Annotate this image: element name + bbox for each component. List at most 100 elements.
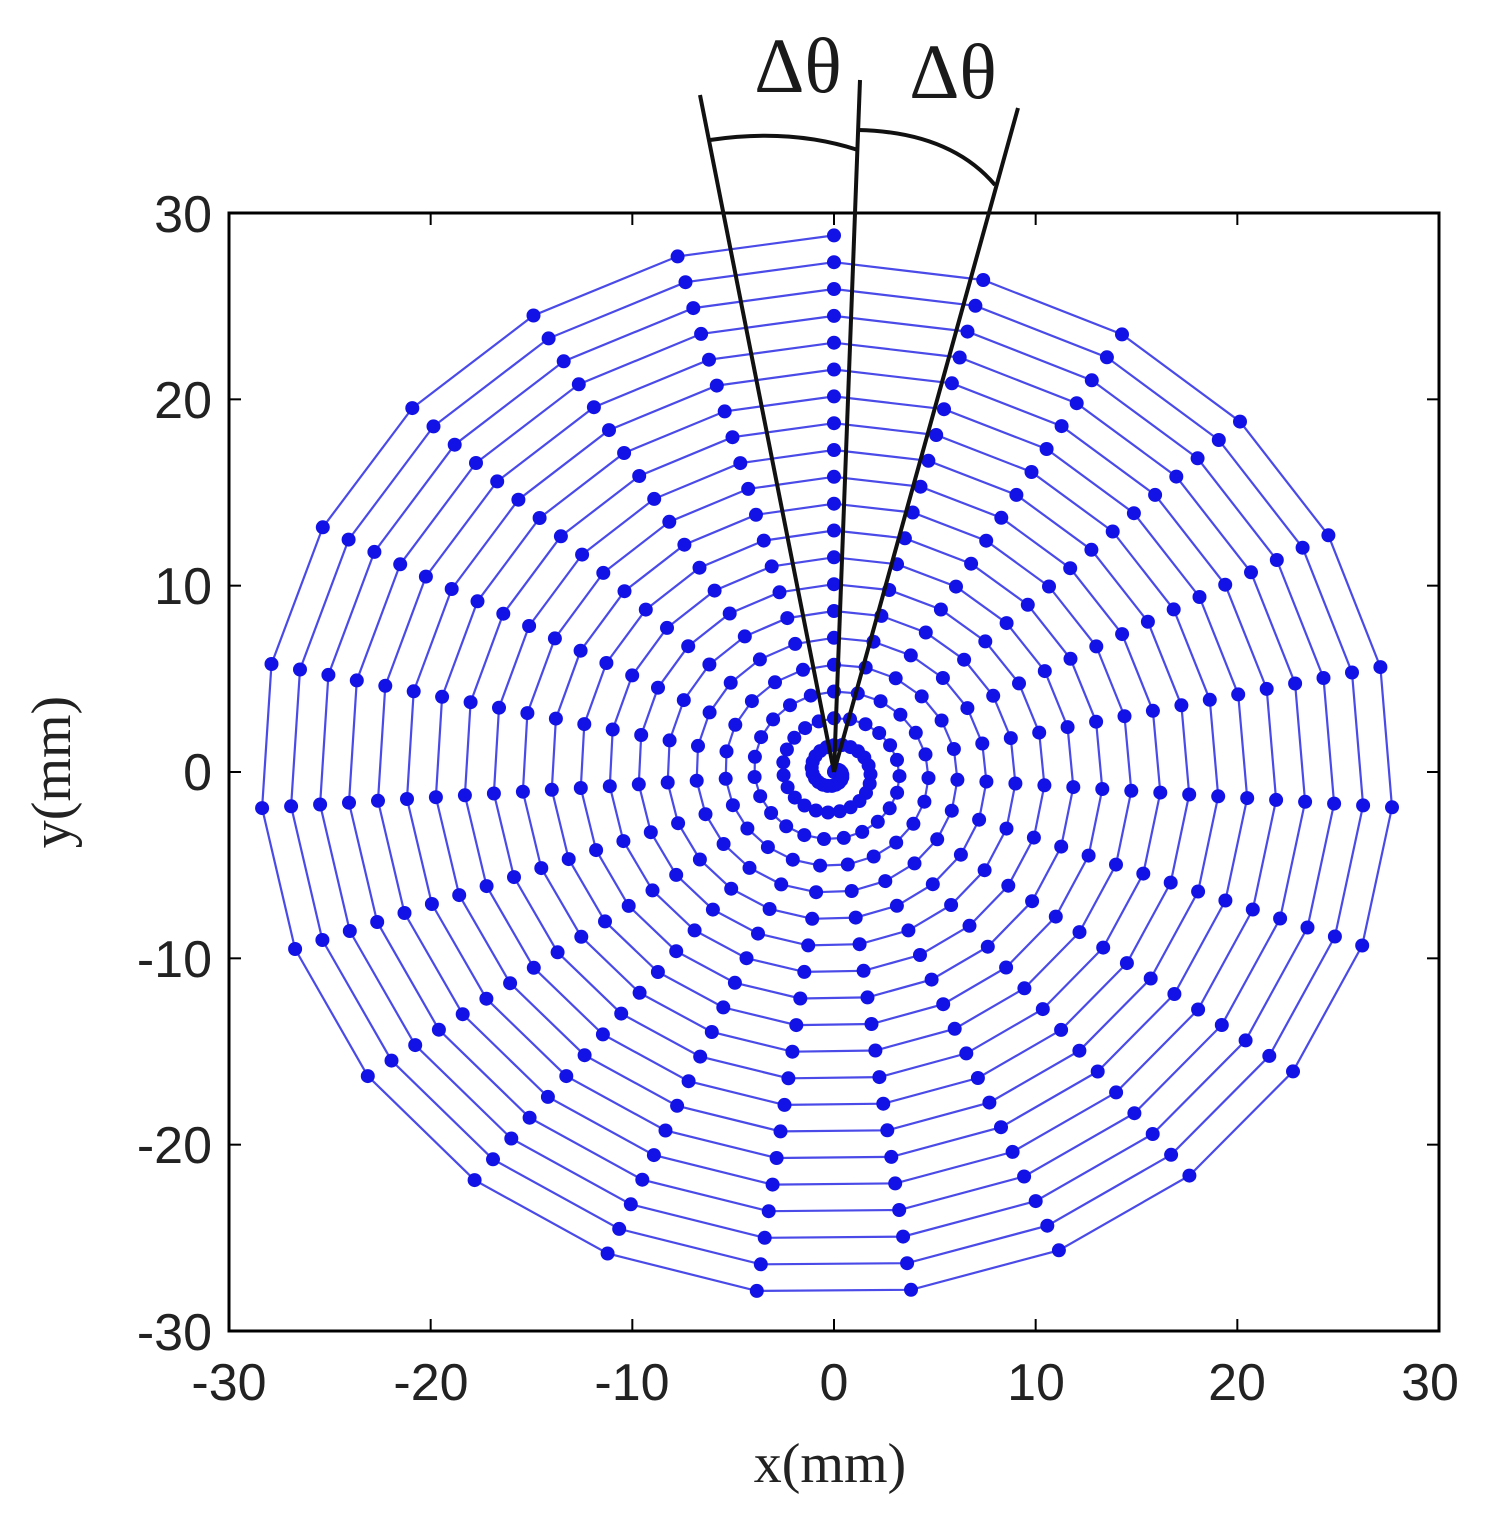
sample-point xyxy=(747,749,762,764)
sample-point xyxy=(1084,373,1099,388)
sample-point xyxy=(1072,925,1087,940)
sample-point xyxy=(994,510,1009,525)
sample-point xyxy=(1060,720,1075,735)
sample-point xyxy=(1089,639,1104,654)
sample-point xyxy=(670,1098,685,1113)
points-layer xyxy=(255,228,1399,1298)
sample-point xyxy=(999,960,1014,975)
y-tick-label: 0 xyxy=(183,744,212,802)
sample-point xyxy=(757,1230,772,1245)
left-arc xyxy=(709,133,859,152)
sample-point xyxy=(553,529,568,544)
sample-point xyxy=(773,1124,788,1139)
sample-point xyxy=(467,1173,482,1188)
sample-point xyxy=(1190,451,1205,466)
sample-point xyxy=(751,926,765,941)
sample-point xyxy=(400,792,414,806)
sample-point xyxy=(946,742,961,756)
sample-point xyxy=(1119,956,1134,971)
sample-point xyxy=(616,834,631,849)
sample-point xyxy=(872,726,887,740)
sample-point xyxy=(645,883,660,898)
right-arc xyxy=(857,128,997,187)
sample-point xyxy=(827,577,841,592)
sample-point xyxy=(1063,561,1078,576)
sample-point xyxy=(647,491,662,506)
sample-point xyxy=(1174,698,1189,713)
sample-point xyxy=(780,780,795,795)
sample-point xyxy=(1040,1218,1055,1233)
sample-point xyxy=(367,544,382,559)
sample-point xyxy=(686,301,701,316)
sample-point xyxy=(431,1022,446,1037)
y-tick-label: 30 xyxy=(154,186,212,244)
sample-point xyxy=(889,835,904,850)
sample-point xyxy=(960,324,975,339)
sample-point xyxy=(669,944,684,959)
sample-point xyxy=(852,937,867,952)
sample-point xyxy=(870,814,885,829)
sample-point xyxy=(573,781,588,795)
sample-point xyxy=(424,897,439,911)
sample-point xyxy=(728,717,743,732)
sample-point xyxy=(749,1283,764,1298)
annotation-layer xyxy=(698,79,1020,773)
sample-point xyxy=(917,794,932,809)
sample-point xyxy=(947,1021,962,1036)
sample-point xyxy=(890,785,905,800)
sample-point xyxy=(934,713,949,728)
sample-point xyxy=(756,533,771,548)
sample-point xyxy=(893,707,908,722)
sample-point xyxy=(827,604,841,618)
sample-point xyxy=(872,1070,887,1085)
sample-point xyxy=(935,671,950,685)
sample-point xyxy=(925,877,940,892)
sample-point xyxy=(632,985,647,1000)
sample-point xyxy=(623,1197,638,1212)
sample-point xyxy=(621,898,636,913)
sample-point xyxy=(737,629,752,644)
x-tick-labels: -30 -20 -10 0 10 20 30 xyxy=(191,1354,1459,1412)
sample-point xyxy=(595,1027,610,1042)
sample-point xyxy=(827,228,841,243)
sample-point xyxy=(827,362,841,377)
sample-point xyxy=(719,744,734,759)
sample-point xyxy=(1136,866,1151,881)
sample-point xyxy=(892,769,907,784)
sample-point xyxy=(716,1000,731,1015)
right-ray xyxy=(832,107,1020,773)
sample-point xyxy=(855,824,870,839)
sample-point xyxy=(904,1282,918,1297)
sample-point xyxy=(662,514,677,529)
sample-point xyxy=(918,747,933,762)
sample-point xyxy=(669,867,684,882)
sample-point xyxy=(866,849,881,864)
sample-point xyxy=(1037,664,1052,679)
sample-point xyxy=(1124,783,1139,798)
sample-point xyxy=(1017,1169,1032,1184)
sample-point xyxy=(658,1123,673,1138)
y-tick-label: -20 xyxy=(137,1117,212,1175)
sample-point xyxy=(1054,1022,1069,1037)
tick-layer xyxy=(229,213,1439,1331)
sample-point xyxy=(779,742,794,757)
sample-point xyxy=(876,1096,891,1111)
sample-point xyxy=(1298,794,1313,809)
sample-point xyxy=(957,652,972,667)
sample-point xyxy=(651,680,665,695)
sample-point xyxy=(1145,703,1160,718)
sample-point xyxy=(740,821,755,836)
sample-point xyxy=(1063,651,1078,666)
sample-point xyxy=(827,550,841,565)
sample-point xyxy=(779,819,794,834)
sample-point xyxy=(342,795,356,810)
sample-point xyxy=(544,782,559,797)
sample-point xyxy=(1072,1043,1087,1058)
sample-point xyxy=(503,976,518,991)
sample-point xyxy=(447,437,462,452)
sample-point xyxy=(596,565,611,580)
sample-point xyxy=(1025,894,1040,909)
sample-point xyxy=(716,837,731,851)
sample-point xyxy=(780,611,795,626)
sample-point xyxy=(1191,884,1206,899)
